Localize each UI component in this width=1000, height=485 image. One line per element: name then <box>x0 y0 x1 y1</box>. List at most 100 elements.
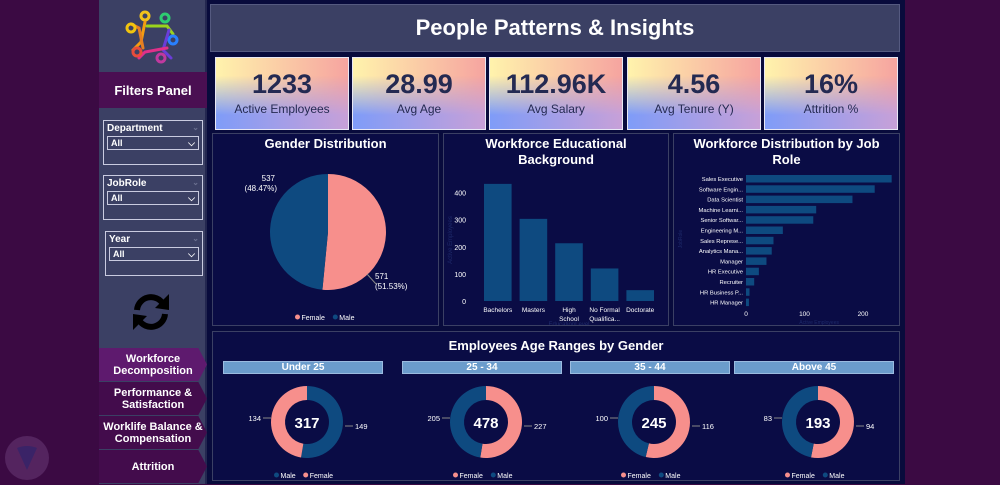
legend-marker-male <box>822 472 828 478</box>
y-tick-label: HR Executive <box>708 270 743 276</box>
chart-title: Gender Distribution <box>264 136 387 151</box>
sidebar: Filters Panel Department ⌄ All ⌵ JobRole ⌄ … <box>99 0 207 484</box>
data-label-right: 116 <box>702 422 714 431</box>
jobrole-filter[interactable]: JobRole ⌄ All ⌵ <box>103 175 203 220</box>
refresh-icon[interactable] <box>129 290 173 339</box>
nav-worklife-balance-compensation[interactable]: Worklife Balance & Compensation <box>99 416 207 449</box>
kpi-label: Avg Age <box>396 102 442 116</box>
chevron-down-icon: ⌵ <box>188 192 195 203</box>
donut-slice-male <box>301 386 343 458</box>
chevron-down-icon: ⌵ <box>188 248 195 259</box>
y-tick-label: 0 <box>462 299 466 306</box>
legend-marker-female <box>295 314 300 320</box>
kpi-card: 16% Attrition % <box>764 57 898 130</box>
year-dropdown[interactable]: All ⌵ <box>109 247 199 261</box>
y-tick-label: Sales Represe... <box>700 239 743 245</box>
kpi-card: 1233 Active Employees <box>215 57 349 130</box>
legend-label: Male <box>497 473 512 479</box>
jobrole-value: All <box>111 193 123 203</box>
bar <box>746 216 814 224</box>
legend-label: Male <box>339 315 354 322</box>
x-tick-label: 200 <box>858 311 869 318</box>
data-label-female-pct: (51.53%) <box>375 282 408 291</box>
bar <box>519 218 548 301</box>
age-range-header: Above 45 <box>734 361 894 374</box>
age-group-1: 25 - 34 478 227 205 Female Male <box>402 361 562 479</box>
age-group-0: Under 25 317 149 134 Male Female <box>223 361 383 479</box>
data-label-left: 134 <box>248 414 261 423</box>
y-tick-label: Engineering M... <box>701 229 744 235</box>
age-range-header: 25 - 34 <box>402 361 562 374</box>
chevron-down-icon[interactable]: ⌄ <box>192 123 199 132</box>
donut-slice-female <box>271 386 307 458</box>
bar <box>746 195 853 204</box>
kpi-value: 16% <box>803 69 859 99</box>
nav-workforce-decomposition[interactable]: Workforce Decomposition <box>99 348 207 381</box>
department-filter[interactable]: Department ⌄ All ⌵ <box>103 120 203 165</box>
age-range-header: 35 - 44 <box>570 361 730 374</box>
bar <box>746 226 783 234</box>
x-axis-title: Active Employees <box>799 320 839 325</box>
y-tick-label: Recruiter <box>719 280 743 286</box>
bar <box>746 288 750 296</box>
legend-marker-female <box>785 472 790 478</box>
donut-total: 245 <box>641 415 666 432</box>
legend-marker-male <box>658 472 664 478</box>
donut-total: 317 <box>294 415 319 432</box>
y-tick-label: HR Manager <box>710 301 743 307</box>
chevron-down-icon[interactable]: ⌄ <box>192 178 199 187</box>
data-label-male-pct: (48.47%) <box>245 184 278 193</box>
legend-label: Male <box>665 473 680 479</box>
watermark-logo <box>5 436 49 480</box>
kpi-label: Avg Salary <box>527 102 585 116</box>
page-title: People Patterns & Insights <box>210 4 900 52</box>
y-axis-title: JobRole <box>678 230 684 249</box>
gender-distribution-panel: Gender Distribution 571 (51.53%) 537 (48.47… <box>212 133 439 326</box>
data-label-left: 205 <box>427 414 440 423</box>
bar <box>746 278 755 286</box>
year-filter-label: Year <box>109 234 131 245</box>
kpi-card: 4.56 Avg Tenure (Y) <box>627 57 761 130</box>
jobrole-panel: Workforce Distribution by Job Role Sales… <box>673 133 900 326</box>
x-tick-label: School <box>559 316 579 323</box>
legend-label: Male <box>829 473 844 479</box>
legend-label: Female <box>310 473 333 479</box>
chevron-down-icon: ⌵ <box>188 137 195 148</box>
data-label-female: 571 <box>375 272 389 281</box>
donut-slice-male <box>782 386 818 458</box>
age-group-3: Above 45 193 94 83 Female Male <box>734 361 894 479</box>
x-tick-label: Masters <box>522 307 546 314</box>
pie-slice-male <box>270 174 328 290</box>
bar <box>746 185 875 193</box>
age-ranges-panel: Employees Age Ranges by Gender Under 25 3… <box>212 331 900 481</box>
chevron-down-icon[interactable]: ⌄ <box>192 234 199 243</box>
kpi-value: 112.96K <box>505 69 607 99</box>
legend-label: Female <box>628 473 651 479</box>
kpi-value: 4.56 <box>667 69 721 99</box>
people-circle-logo <box>99 0 207 72</box>
legend-label: Female <box>460 473 483 479</box>
legend-marker-female <box>621 472 626 478</box>
y-tick-label: Analytics Mana... <box>699 249 744 255</box>
donut-total: 193 <box>805 415 830 432</box>
chart-title: Workforce Educational Background <box>485 136 627 167</box>
year-filter[interactable]: Year ⌄ All ⌵ <box>105 231 203 276</box>
y-tick-label: 300 <box>454 218 466 225</box>
donut-total: 478 <box>473 415 498 432</box>
legend-marker-male <box>274 472 279 478</box>
x-tick-label: Doctorate <box>626 307 655 314</box>
nav-performance-satisfaction[interactable]: Performance & Satisfaction <box>99 382 207 415</box>
bar <box>746 205 817 214</box>
nav-attrition[interactable]: Attrition <box>99 450 207 483</box>
data-label-left: 100 <box>595 414 608 423</box>
jobrole-dropdown[interactable]: All ⌵ <box>107 191 199 205</box>
chart-title: Workforce Distribution by Job Role <box>693 136 880 167</box>
y-tick-label: Manager <box>720 259 743 265</box>
y-tick-label: 200 <box>454 245 466 252</box>
pie-slice-female <box>322 174 386 290</box>
legend-marker-male <box>490 472 496 478</box>
x-tick-label: High <box>562 307 576 314</box>
department-dropdown[interactable]: All ⌵ <box>107 136 199 150</box>
data-label-right: 227 <box>534 422 547 431</box>
bar <box>746 267 759 276</box>
